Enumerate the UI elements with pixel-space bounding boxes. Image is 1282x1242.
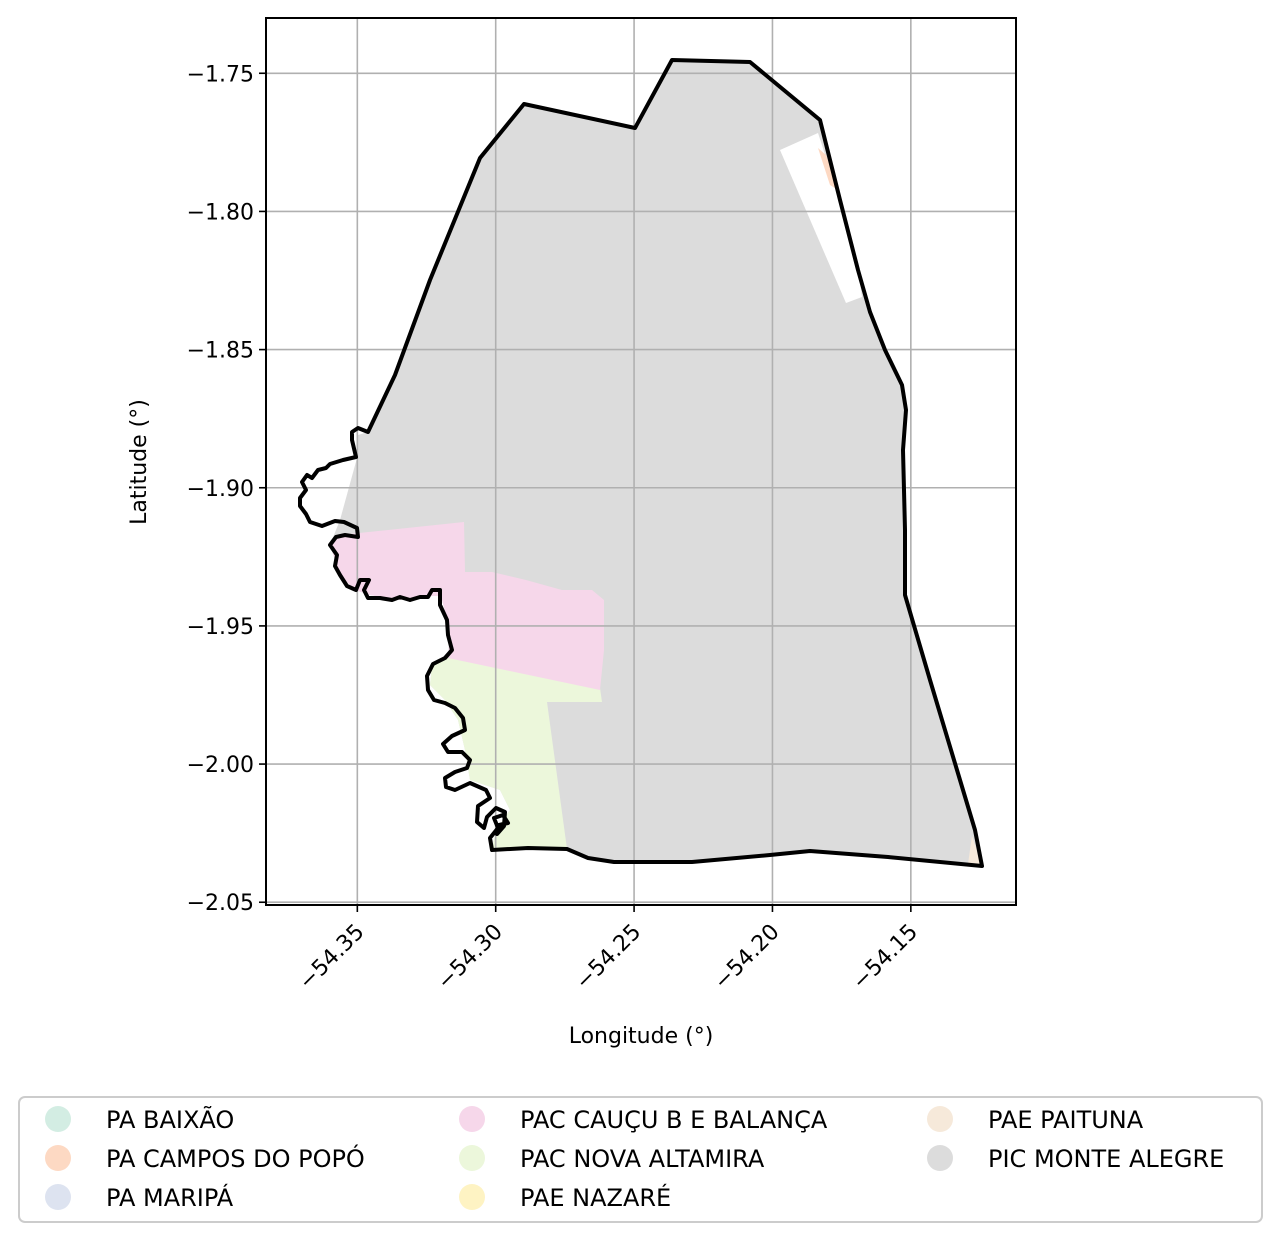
legend-item: PAE NAZARÉ <box>459 1183 671 1212</box>
legend: PA BAIXÃO PA CAMPOS DO POPÓ PA MARIPÁ PAC C… <box>18 1096 1263 1223</box>
legend-label: PA BAIXÃO <box>106 1104 234 1134</box>
x-axis-ticks: −54.35 −54.30 −54.25 −54.20 −54.15 <box>294 905 923 995</box>
y-axis-label: Latitude (°) <box>127 399 152 525</box>
x-tick-label: −54.20 <box>709 920 784 995</box>
legend-label: PAE NAZARÉ <box>520 1183 671 1212</box>
legend-label: PIC MONTE ALEGRE <box>988 1145 1224 1173</box>
legend-swatch <box>45 1145 71 1171</box>
legend-item: PAE PAITUNA <box>927 1106 1144 1134</box>
y-tick-label: −1.95 <box>187 615 254 640</box>
y-tick-label: −1.80 <box>187 200 254 225</box>
region-pac-nova-altamira <box>430 655 602 850</box>
x-tick-label: −54.30 <box>433 920 508 995</box>
legend-item: PA MARIPÁ <box>45 1183 234 1212</box>
legend-label: PAE PAITUNA <box>988 1106 1144 1134</box>
region-pae-paituna <box>968 836 982 866</box>
y-tick-label: −1.75 <box>187 62 254 87</box>
legend-swatch <box>45 1106 71 1132</box>
legend-item: PA CAMPOS DO POPÓ <box>45 1143 365 1173</box>
legend-item: PAC NOVA ALTAMIRA <box>459 1145 765 1173</box>
grid-lines <box>266 18 1016 905</box>
y-tick-label: −1.90 <box>187 477 254 502</box>
legend-swatch <box>927 1145 953 1171</box>
y-tick-label: −2.05 <box>187 891 254 916</box>
map-panel: −54.35 −54.30 −54.25 −54.20 −54.15 −1.75 −1.8… <box>127 17 1017 1049</box>
axes-frame <box>265 17 1017 906</box>
legend-box <box>18 1096 1263 1223</box>
y-tick-label: −1.85 <box>187 339 254 364</box>
legend-swatch <box>459 1106 485 1132</box>
y-tick-label: −2.00 <box>187 753 254 778</box>
legend-label: PA CAMPOS DO POPÓ <box>106 1143 365 1173</box>
x-tick-label: −54.35 <box>294 920 369 995</box>
y-axis-ticks: −1.75 −1.80 −1.85 −1.90 −1.95 −2.00 −2.05 <box>187 62 266 916</box>
legend-swatch <box>927 1106 953 1132</box>
x-tick-label: −54.25 <box>571 920 646 995</box>
region-outside-west <box>305 458 357 530</box>
legend-item: PAC CAUÇU B E BALANÇA <box>459 1106 828 1134</box>
legend-label: PAC CAUÇU B E BALANÇA <box>520 1106 828 1134</box>
municipality-boundary <box>298 58 984 868</box>
legend-swatch <box>459 1145 485 1171</box>
region-pac-caucu-b-e-balanca <box>330 522 604 690</box>
legend-label: PAC NOVA ALTAMIRA <box>520 1145 765 1173</box>
map-layers <box>266 18 1016 905</box>
x-axis-label: Longitude (°) <box>569 1024 714 1049</box>
region-no-data-notch <box>780 133 862 303</box>
legend-label: PA MARIPÁ <box>106 1183 234 1212</box>
legend-swatch <box>459 1184 485 1210</box>
legend-item: PA BAIXÃO <box>45 1104 234 1134</box>
legend-items: PA BAIXÃO PA CAMPOS DO POPÓ PA MARIPÁ PAC C… <box>45 1104 1224 1212</box>
region-pic-monte-alegre <box>330 60 982 866</box>
legend-item: PIC MONTE ALEGRE <box>927 1145 1224 1173</box>
legend-swatch <box>45 1184 71 1210</box>
x-tick-label: −54.15 <box>848 920 923 995</box>
